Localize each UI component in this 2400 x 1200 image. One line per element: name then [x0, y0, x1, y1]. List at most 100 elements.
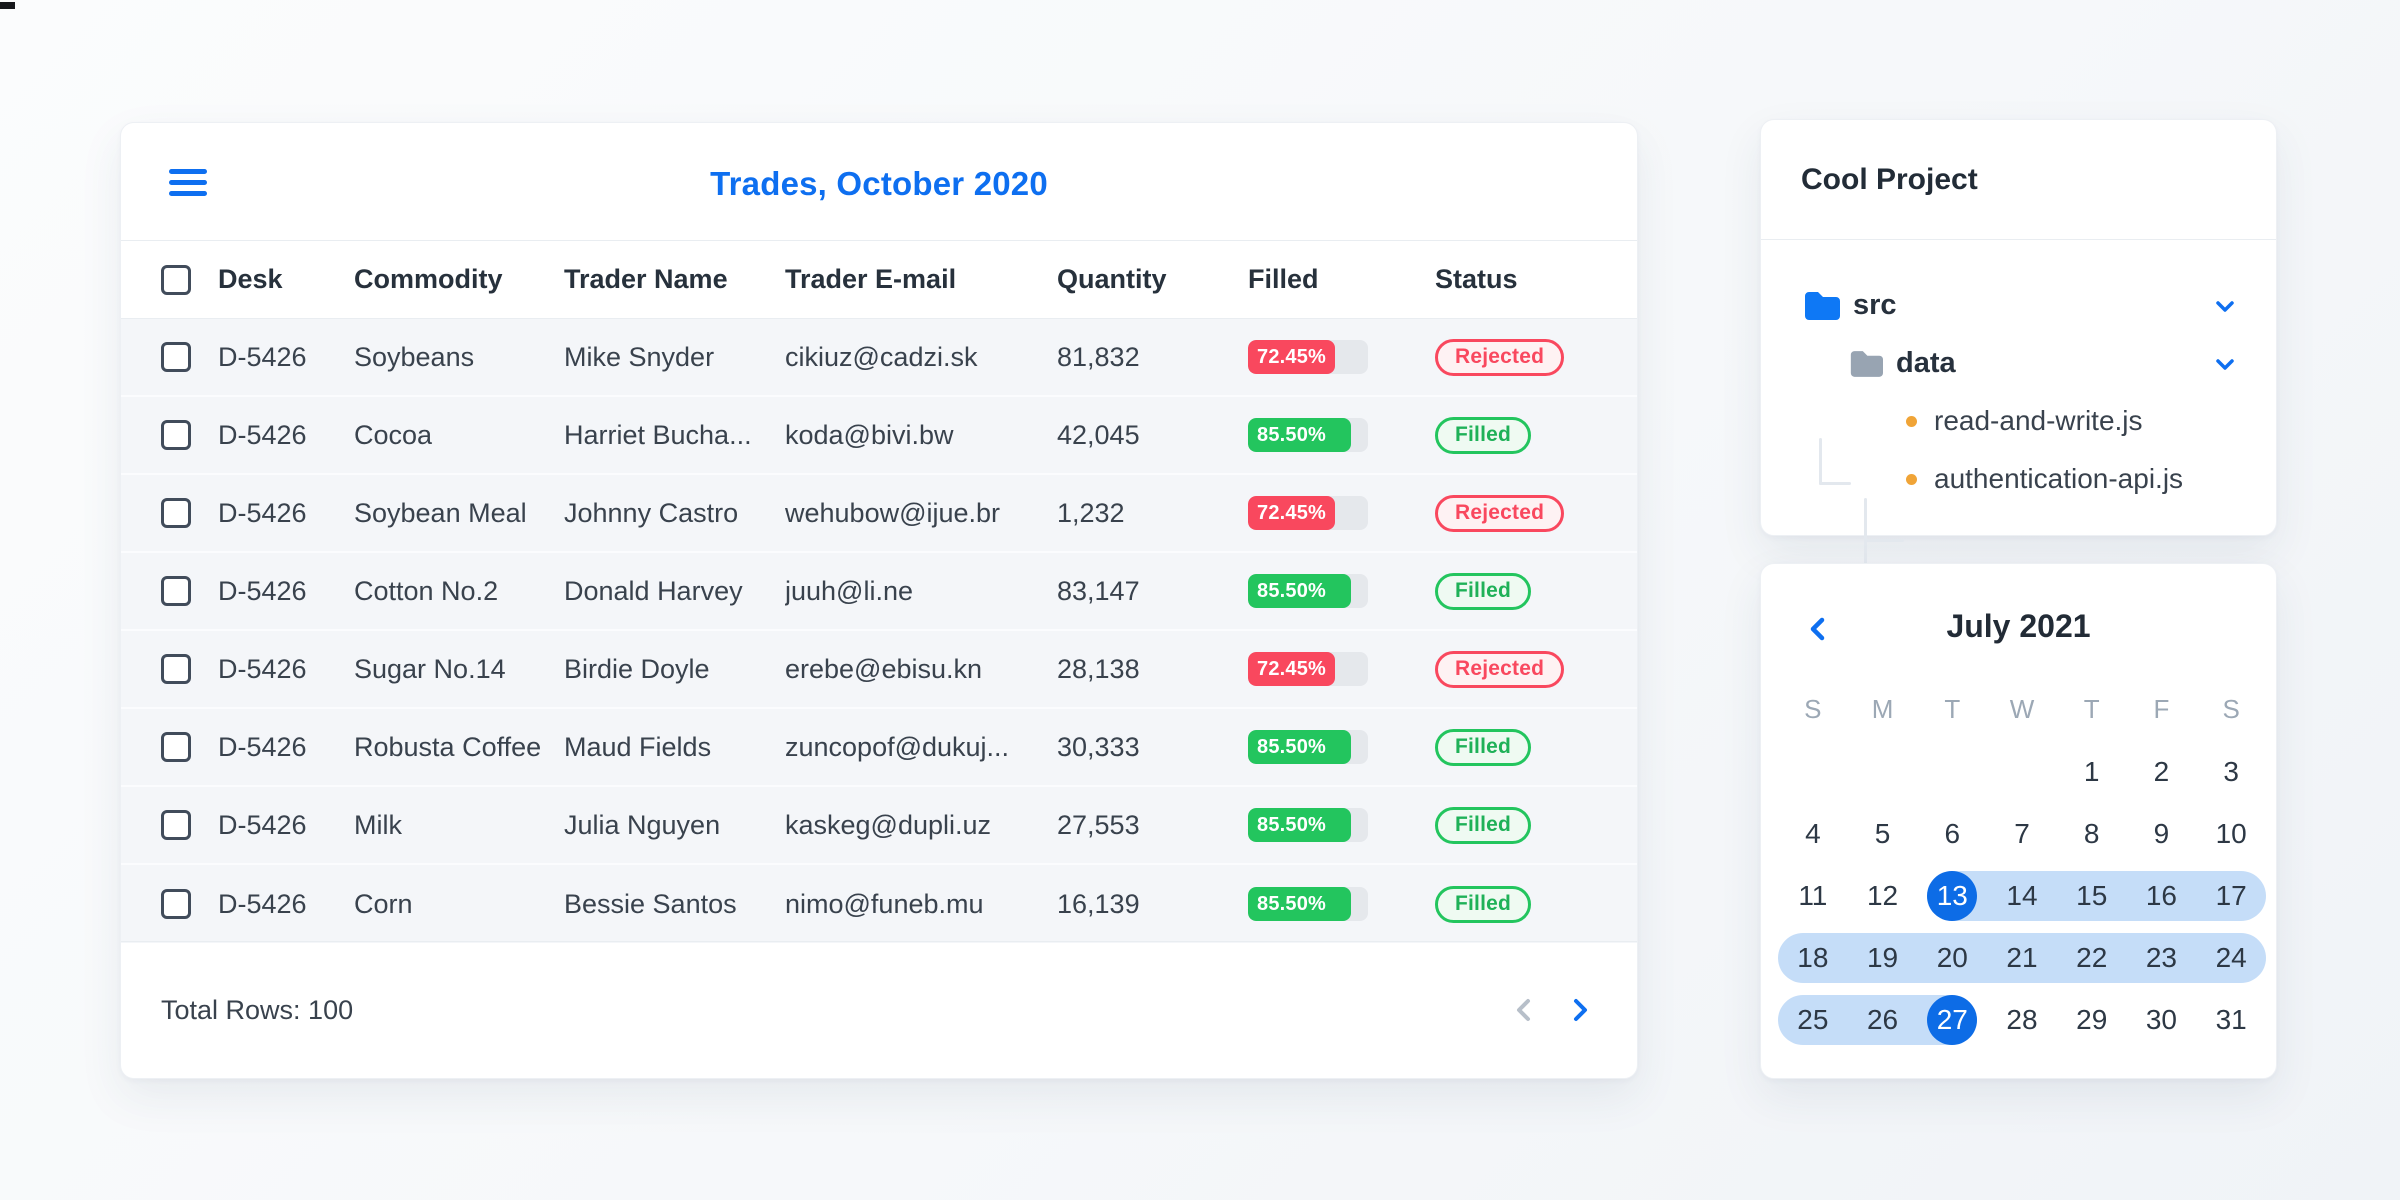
cell-status: Rejected [1435, 494, 1597, 532]
calendar-cell: 19 [1848, 933, 1918, 983]
screenshot-edge-artifact [0, 2, 15, 9]
row-checkbox[interactable] [161, 654, 191, 684]
calendar-day[interactable]: 28 [2006, 1004, 2038, 1035]
table-row[interactable]: D-5426 Cotton No.2 Donald Harvey juuh@li… [121, 553, 1637, 631]
weekday-label: S [1804, 694, 1822, 724]
selected-range-band [1927, 871, 2266, 921]
cell-filled: 85.50% [1248, 418, 1435, 452]
calendar-day[interactable]: 30 [2145, 1004, 2177, 1035]
calendar-cell: 11 [1778, 871, 1848, 921]
calendar-cell: 22 [2057, 933, 2127, 983]
row-checkbox[interactable] [161, 576, 191, 606]
calendar-day[interactable]: 31 [2215, 1004, 2247, 1035]
table-row[interactable]: D-5426 Cocoa Harriet Bucha... koda@bivi.… [121, 397, 1637, 475]
table-row[interactable]: D-5426 Soybeans Mike Snyder cikiuz@cadzi… [121, 319, 1637, 397]
calendar-day[interactable]: 3 [2223, 756, 2239, 787]
calendar-day[interactable]: 12 [1866, 880, 1899, 911]
calendar-day-selected[interactable]: 13 [1927, 871, 1978, 921]
folder-icon [1850, 350, 1883, 377]
calendar-day[interactable]: 21 [2006, 942, 2038, 973]
menu-icon[interactable] [169, 169, 207, 202]
row-checkbox[interactable] [161, 732, 191, 762]
calendar-day[interactable]: 10 [2215, 818, 2247, 849]
calendar-cell: 15 [2057, 871, 2127, 921]
calendar-day[interactable]: 11 [1798, 880, 1828, 911]
calendar-day[interactable]: 8 [2083, 818, 2100, 849]
calendar-day[interactable]: 2 [2153, 756, 2170, 787]
calendar-day[interactable]: 19 [1866, 942, 1899, 973]
cell-status: Filled [1435, 728, 1597, 766]
status-badge: Rejected [1435, 338, 1565, 376]
calendar-day[interactable]: 1 [2083, 756, 2100, 787]
calendar-cell: 20 [1917, 933, 1987, 983]
filled-progress-bar: 85.50% [1248, 418, 1368, 452]
calendar-day[interactable]: 14 [2006, 880, 2038, 911]
filled-progress-fill: 85.50% [1248, 730, 1351, 764]
calendar-day[interactable]: 18 [1797, 942, 1829, 973]
calendar-cell: 9 [2127, 809, 2197, 859]
tree-item-file[interactable]: authentication-api.js [1761, 454, 2276, 504]
cell-trader-email: zuncopof@dukuj... [785, 731, 1010, 762]
filled-percent-label: 72.45% [1257, 501, 1327, 524]
calendar-day[interactable]: 23 [2145, 942, 2177, 973]
trades-card: Trades, October 2020 Desk Commodity Trad… [120, 122, 1638, 1079]
filled-percent-label: 72.45% [1257, 345, 1327, 368]
chevron-down-icon[interactable] [2212, 293, 2238, 319]
row-checkbox[interactable] [161, 498, 191, 528]
table-header-row: Desk Commodity Trader Name Trader E-mail… [121, 241, 1637, 319]
calendar-day[interactable]: 15 [2076, 880, 2108, 911]
folder-icon [1805, 291, 1840, 320]
calendar-cell: 3 [2196, 747, 2266, 797]
tree-item-data[interactable]: data [1761, 338, 2276, 388]
row-checkbox[interactable] [161, 810, 191, 840]
calendar-day[interactable]: 25 [1797, 1004, 1829, 1035]
table-row[interactable]: D-5426 Milk Julia Nguyen kaskeg@dupli.uz… [121, 787, 1637, 865]
filled-progress-bar: 85.50% [1248, 887, 1368, 921]
calendar-day[interactable]: 26 [1866, 1004, 1899, 1035]
calendar-day[interactable]: 7 [2014, 818, 2030, 849]
filled-progress-bar: 72.45% [1248, 340, 1368, 374]
filled-percent-label: 85.50% [1257, 423, 1327, 446]
column-header-desk: Desk [218, 264, 283, 294]
filled-progress-bar: 72.45% [1248, 652, 1368, 686]
calendar-day[interactable]: 6 [1944, 818, 1961, 849]
calendar-day[interactable]: 22 [2076, 942, 2108, 973]
calendar-week-row: 1 2 3 [1778, 747, 2266, 797]
cell-desk: D-5426 [218, 731, 307, 762]
file-dot-icon [1906, 473, 1917, 485]
row-checkbox[interactable] [161, 420, 191, 450]
row-checkbox[interactable] [161, 889, 191, 919]
table-row[interactable]: D-5426 Corn Bessie Santos nimo@funeb.mu … [121, 865, 1637, 943]
prev-page-icon[interactable] [1511, 993, 1537, 1027]
cell-trader-email: erebe@ebisu.kn [785, 653, 983, 684]
cell-commodity: Soybeans [354, 341, 475, 372]
calendar-day[interactable]: 29 [2076, 1004, 2108, 1035]
calendar-cell: 2 [2127, 747, 2197, 797]
tree-item-src[interactable]: src [1761, 280, 2276, 330]
cell-desk: D-5426 [218, 419, 307, 450]
calendar-week-row: 11 12 13 14 15 16 17 [1778, 871, 2266, 921]
calendar-cell: 1 [2057, 747, 2127, 797]
chevron-down-icon[interactable] [2212, 351, 2238, 377]
calendar-day[interactable]: 24 [2215, 942, 2247, 973]
cell-quantity: 28,138 [1057, 653, 1140, 684]
tree-item-file[interactable]: read-and-write.js [1761, 396, 2276, 446]
row-checkbox[interactable] [161, 342, 191, 372]
calendar-day[interactable]: 5 [1874, 818, 1891, 849]
table-row[interactable]: D-5426 Soybean Meal Johnny Castro wehubo… [121, 475, 1637, 553]
table-row[interactable]: D-5426 Sugar No.14 Birdie Doyle erebe@eb… [121, 631, 1637, 709]
chevron-left-icon[interactable] [1805, 614, 1831, 644]
calendar-day[interactable]: 20 [1936, 942, 1968, 973]
calendar-day[interactable]: 9 [2153, 818, 2170, 849]
calendar-week-row: 4 5 6 7 8 9 10 [1778, 809, 2266, 859]
table-row[interactable]: D-5426 Robusta Coffee Maud Fields zuncop… [121, 709, 1637, 787]
next-page-icon[interactable] [1567, 993, 1593, 1027]
calendar-day[interactable]: 16 [2145, 880, 2177, 911]
calendar-day[interactable]: 17 [2215, 880, 2247, 911]
calendar-day-selected[interactable]: 27 [1927, 995, 1978, 1045]
cell-commodity: Cotton No.2 [354, 575, 499, 606]
filled-progress-bar: 85.50% [1248, 808, 1368, 842]
calendar-day[interactable]: 4 [1805, 818, 1821, 849]
calendar-cell: 30 [2127, 995, 2197, 1045]
select-all-checkbox[interactable] [161, 264, 191, 295]
